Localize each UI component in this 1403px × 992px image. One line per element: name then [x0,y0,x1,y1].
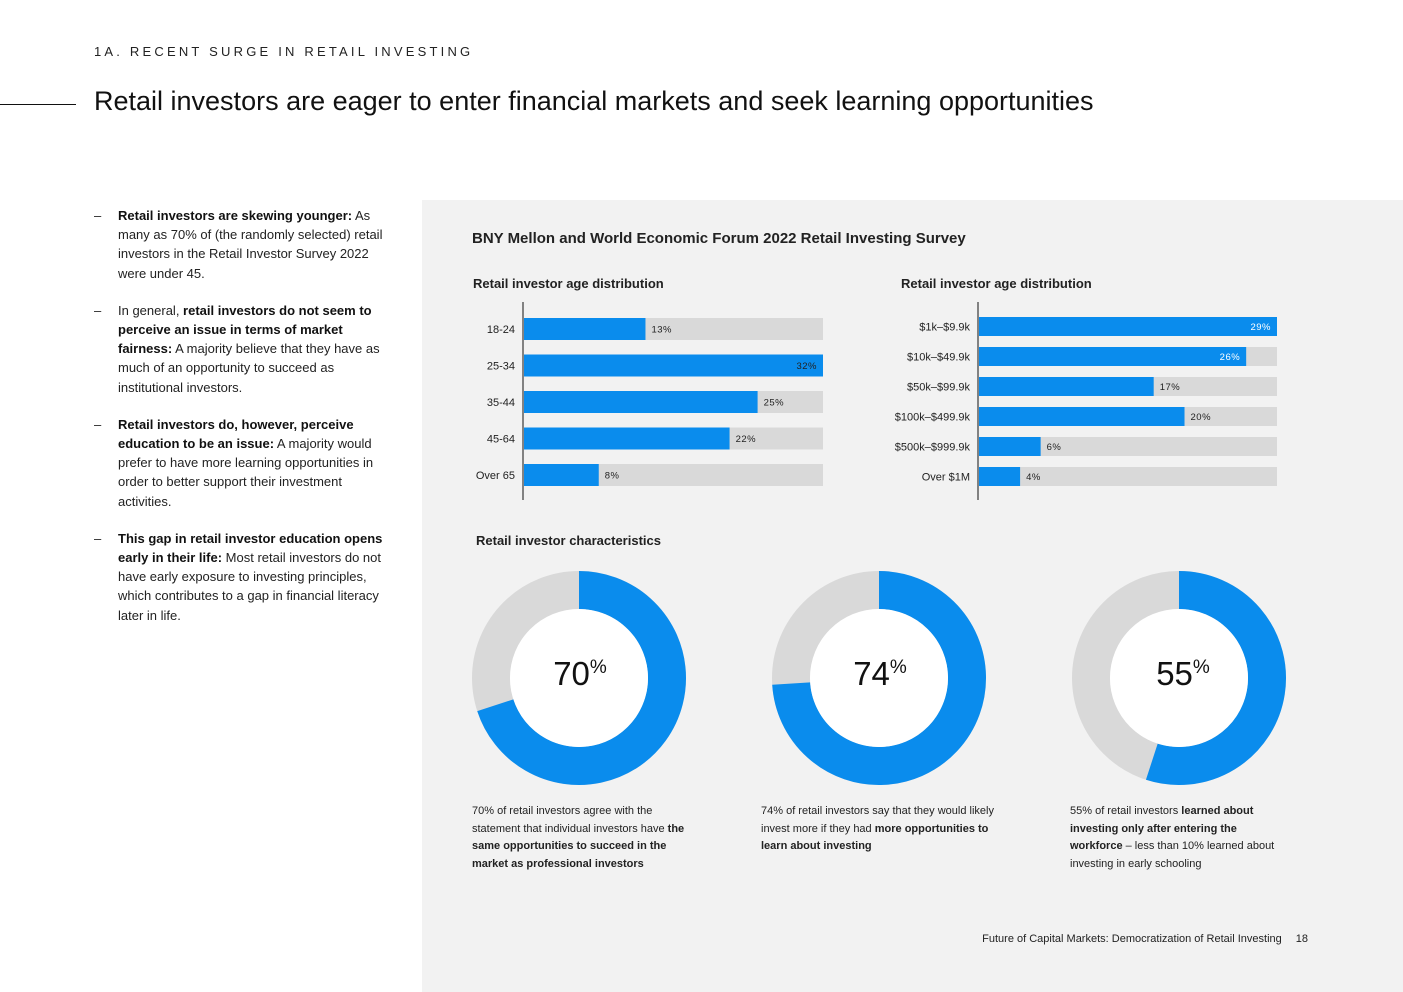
category-label: $1k–$9.9k [919,322,970,334]
bar-value-label: 29% [1250,322,1271,333]
category-label: $10k–$49.9k [907,352,970,364]
donut-chart-learn-more [772,571,986,785]
donut-slice [772,571,986,785]
donut-caption-fairness: 70% of retail investors agree with the s… [472,805,685,870]
bar [524,427,730,450]
category-label: Over $1M [922,472,970,484]
category-label: 35-44 [487,397,515,409]
bar-track [979,467,1277,486]
bullet-item: – In general, retail investors do not see… [94,302,380,395]
bullet-item: – Retail investors do, however, perceive … [94,416,374,509]
donut-hole [810,609,948,747]
donut-slice [477,571,686,785]
donut-hole [510,609,648,747]
survey-title: BNY Mellon and World Economic Forum 2022… [472,230,966,247]
bullet-item: – Retail investors are skewing younger: A… [94,208,383,281]
bar [979,317,1277,336]
bar-value-label: 17% [1160,382,1181,393]
characteristics-title: Retail investor characteristics [476,533,661,548]
category-label: $100k–$499.9k [895,412,971,424]
category-label: Over 65 [476,470,515,482]
category-label: $50k–$99.9k [907,382,970,394]
donut-hole [1110,609,1248,747]
wealth-chart-title: Retail investor age distribution [901,276,1092,291]
bar-value-label: 22% [736,434,757,445]
bar [979,437,1041,456]
bar-value-label: 4% [1026,472,1041,483]
title-rule [0,104,76,105]
category-label: $500k–$999.9k [895,442,971,454]
bar [524,354,823,377]
wealth-distribution-chart: $1k–$9.9k 29% $10k–$49.9k 26% $50k–$99.9k 17%… [895,302,1277,500]
bar-value-label: 13% [651,325,672,336]
bullet-item: – This gap in retail investor education o… [94,530,383,623]
bar [524,464,599,486]
bar [979,407,1185,426]
page-title: Retail investors are eager to enter fina… [94,86,1094,116]
category-label: 25-34 [487,361,515,373]
page-number: 18 [1295,933,1308,945]
donut-caption-workforce: 55% of retail investors learned about in… [1070,805,1275,870]
bar-value-label: 8% [605,471,620,482]
age-chart-title: Retail investor age distribution [473,276,664,291]
category-label: 18-24 [487,324,515,336]
age-distribution-chart: 18-24 13% 25-34 32% 35-44 25% 45-64 22% Over 65 8… [476,302,823,500]
key-points-list: – Retail investors are skewing younger: A… [94,206,384,643]
donut-slice [1145,571,1286,785]
donut-value-fairness: 70% [553,655,607,692]
bar-value-label: 6% [1047,442,1062,453]
page-footer: Future of Capital Markets: Democratizati… [982,933,1308,945]
bar [979,347,1247,366]
bar [979,467,1021,486]
section-label: 1A. RECENT SURGE IN RETAIL INVESTING [94,44,474,59]
donut-chart-workforce [1072,571,1286,785]
bar-value-label: 20% [1191,412,1212,423]
bar-value-label: 26% [1220,352,1241,363]
donut-value-learn-more: 74% [853,655,907,692]
bar [524,318,646,340]
bar [524,391,758,413]
bar-value-label: 25% [764,398,785,409]
bar-value-label: 32% [796,361,817,372]
bar-track [979,437,1277,456]
bar [979,377,1154,396]
donut-chart-fairness [472,571,686,785]
donut-value-workforce: 55% [1156,655,1210,692]
donut-caption-learn-more: 74% of retail investors say that they wo… [761,805,994,852]
category-label: 45-64 [487,434,515,446]
